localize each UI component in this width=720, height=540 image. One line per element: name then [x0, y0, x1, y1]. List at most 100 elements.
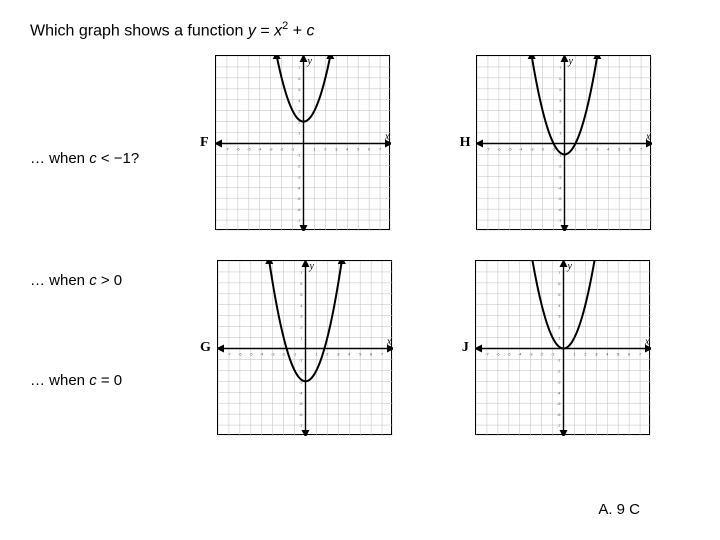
svg-text:-4: -4 [557, 390, 561, 395]
svg-text:4: 4 [348, 352, 351, 357]
svg-text:-2: -2 [540, 352, 544, 357]
condition-2: … when c > 0 [30, 272, 122, 289]
svg-text:7: 7 [558, 270, 561, 275]
graph-G: -7-7-6-6-5-5-4-4-3-3-2-2-1-1112233445566… [217, 260, 392, 435]
svg-text:-3: -3 [297, 174, 301, 179]
svg-text:3: 3 [298, 109, 301, 114]
fn-tail: + [288, 22, 306, 39]
svg-text:3: 3 [335, 147, 338, 152]
graph-J-wrap: J -7-7-6-6-5-5-4-4-3-3-2-2-1-11122334455… [462, 260, 650, 435]
cond2-prefix: … when [30, 272, 89, 289]
svg-text:3: 3 [300, 314, 303, 319]
svg-text:-7: -7 [299, 423, 303, 428]
svg-text:-3: -3 [557, 379, 561, 384]
graph-F-wrap: F -7-7-6-6-5-5-4-4-3-3-2-2-1-11122334455… [200, 55, 390, 230]
svg-text:-6: -6 [236, 147, 240, 152]
svg-text:-2: -2 [541, 147, 545, 152]
svg-text:x: x [645, 132, 651, 143]
svg-text:x: x [644, 337, 650, 348]
svg-text:y: y [306, 56, 312, 67]
graph-row-1: F -7-7-6-6-5-5-4-4-3-3-2-2-1-11122334455… [200, 55, 670, 230]
svg-text:-4: -4 [518, 352, 522, 357]
svg-text:-7: -7 [557, 423, 561, 428]
graph-F-label: F [200, 135, 209, 151]
graph-F: -7-7-6-6-5-5-4-4-3-3-2-2-1-1112233445566… [215, 55, 390, 230]
graph-G-wrap: G -7-7-6-6-5-5-4-4-3-3-2-2-1-11122334455… [200, 260, 392, 435]
svg-text:5: 5 [300, 292, 303, 297]
condition-1: … when c < −1? [30, 150, 139, 167]
svg-text:-3: -3 [558, 174, 562, 179]
svg-text:5: 5 [619, 147, 622, 152]
svg-text:-6: -6 [558, 207, 562, 212]
svg-text:-4: -4 [260, 352, 264, 357]
svg-text:4: 4 [606, 352, 609, 357]
cond3-prefix: … when [30, 372, 89, 389]
svg-text:-6: -6 [238, 352, 242, 357]
svg-text:3: 3 [337, 352, 340, 357]
fn-eq: = [256, 22, 274, 39]
svg-text:4: 4 [608, 147, 611, 152]
svg-text:-5: -5 [557, 401, 561, 406]
svg-text:-5: -5 [508, 147, 512, 152]
svg-text:4: 4 [560, 98, 563, 103]
footer-label: A. 9 C [598, 501, 640, 518]
svg-text:-2: -2 [279, 147, 283, 152]
svg-text:-2: -2 [558, 163, 562, 168]
svg-text:-2: -2 [299, 368, 303, 373]
svg-text:-7: -7 [297, 218, 301, 223]
svg-text:2: 2 [560, 120, 563, 125]
svg-text:1: 1 [298, 131, 301, 136]
svg-text:-3: -3 [530, 147, 534, 152]
svg-text:6: 6 [628, 352, 631, 357]
svg-text:y: y [568, 56, 574, 67]
svg-text:-4: -4 [519, 147, 523, 152]
svg-text:2: 2 [584, 352, 587, 357]
fn-base: x [274, 22, 282, 39]
svg-text:2: 2 [324, 147, 327, 152]
svg-text:1: 1 [573, 352, 576, 357]
graph-H-wrap: H -7-7-6-6-5-5-4-4-3-3-2-2-1-11122334455… [460, 55, 652, 230]
svg-text:-1: -1 [299, 357, 303, 362]
svg-text:-6: -6 [297, 207, 301, 212]
svg-text:-5: -5 [297, 196, 301, 201]
svg-text:-5: -5 [249, 352, 253, 357]
svg-text:1: 1 [560, 131, 563, 136]
svg-text:5: 5 [560, 87, 563, 92]
graph-H: -7-7-6-6-5-5-4-4-3-3-2-2-1-1112233445566… [476, 55, 651, 230]
svg-text:5: 5 [617, 352, 620, 357]
cond3-rest: = 0 [97, 372, 122, 389]
svg-text:6: 6 [300, 281, 303, 286]
svg-text:y: y [566, 261, 572, 272]
svg-text:2: 2 [558, 325, 561, 330]
svg-text:-3: -3 [268, 147, 272, 152]
svg-text:-5: -5 [247, 147, 251, 152]
svg-text:-4: -4 [297, 185, 301, 190]
svg-text:2: 2 [300, 325, 303, 330]
graph-J-label: J [462, 340, 469, 356]
svg-text:6: 6 [298, 76, 301, 81]
svg-text:7: 7 [639, 352, 642, 357]
svg-text:6: 6 [560, 76, 563, 81]
svg-text:-6: -6 [496, 352, 500, 357]
fn-lhs: y [248, 22, 256, 39]
svg-text:-5: -5 [299, 401, 303, 406]
svg-text:7: 7 [379, 147, 382, 152]
condition-3: … when c = 0 [30, 372, 122, 389]
svg-text:-1: -1 [293, 352, 297, 357]
svg-text:5: 5 [558, 292, 561, 297]
svg-text:4: 4 [300, 303, 303, 308]
svg-text:-5: -5 [558, 196, 562, 201]
svg-text:-3: -3 [271, 352, 275, 357]
svg-text:-7: -7 [487, 147, 491, 152]
svg-text:7: 7 [381, 352, 384, 357]
svg-text:5: 5 [357, 147, 360, 152]
svg-text:x: x [384, 132, 390, 143]
svg-text:6: 6 [558, 281, 561, 286]
svg-text:4: 4 [558, 303, 561, 308]
svg-text:-3: -3 [529, 352, 533, 357]
svg-text:1: 1 [315, 352, 318, 357]
svg-text:-1: -1 [290, 147, 294, 152]
svg-text:2: 2 [326, 352, 329, 357]
svg-text:4: 4 [298, 98, 301, 103]
svg-text:-1: -1 [551, 352, 555, 357]
